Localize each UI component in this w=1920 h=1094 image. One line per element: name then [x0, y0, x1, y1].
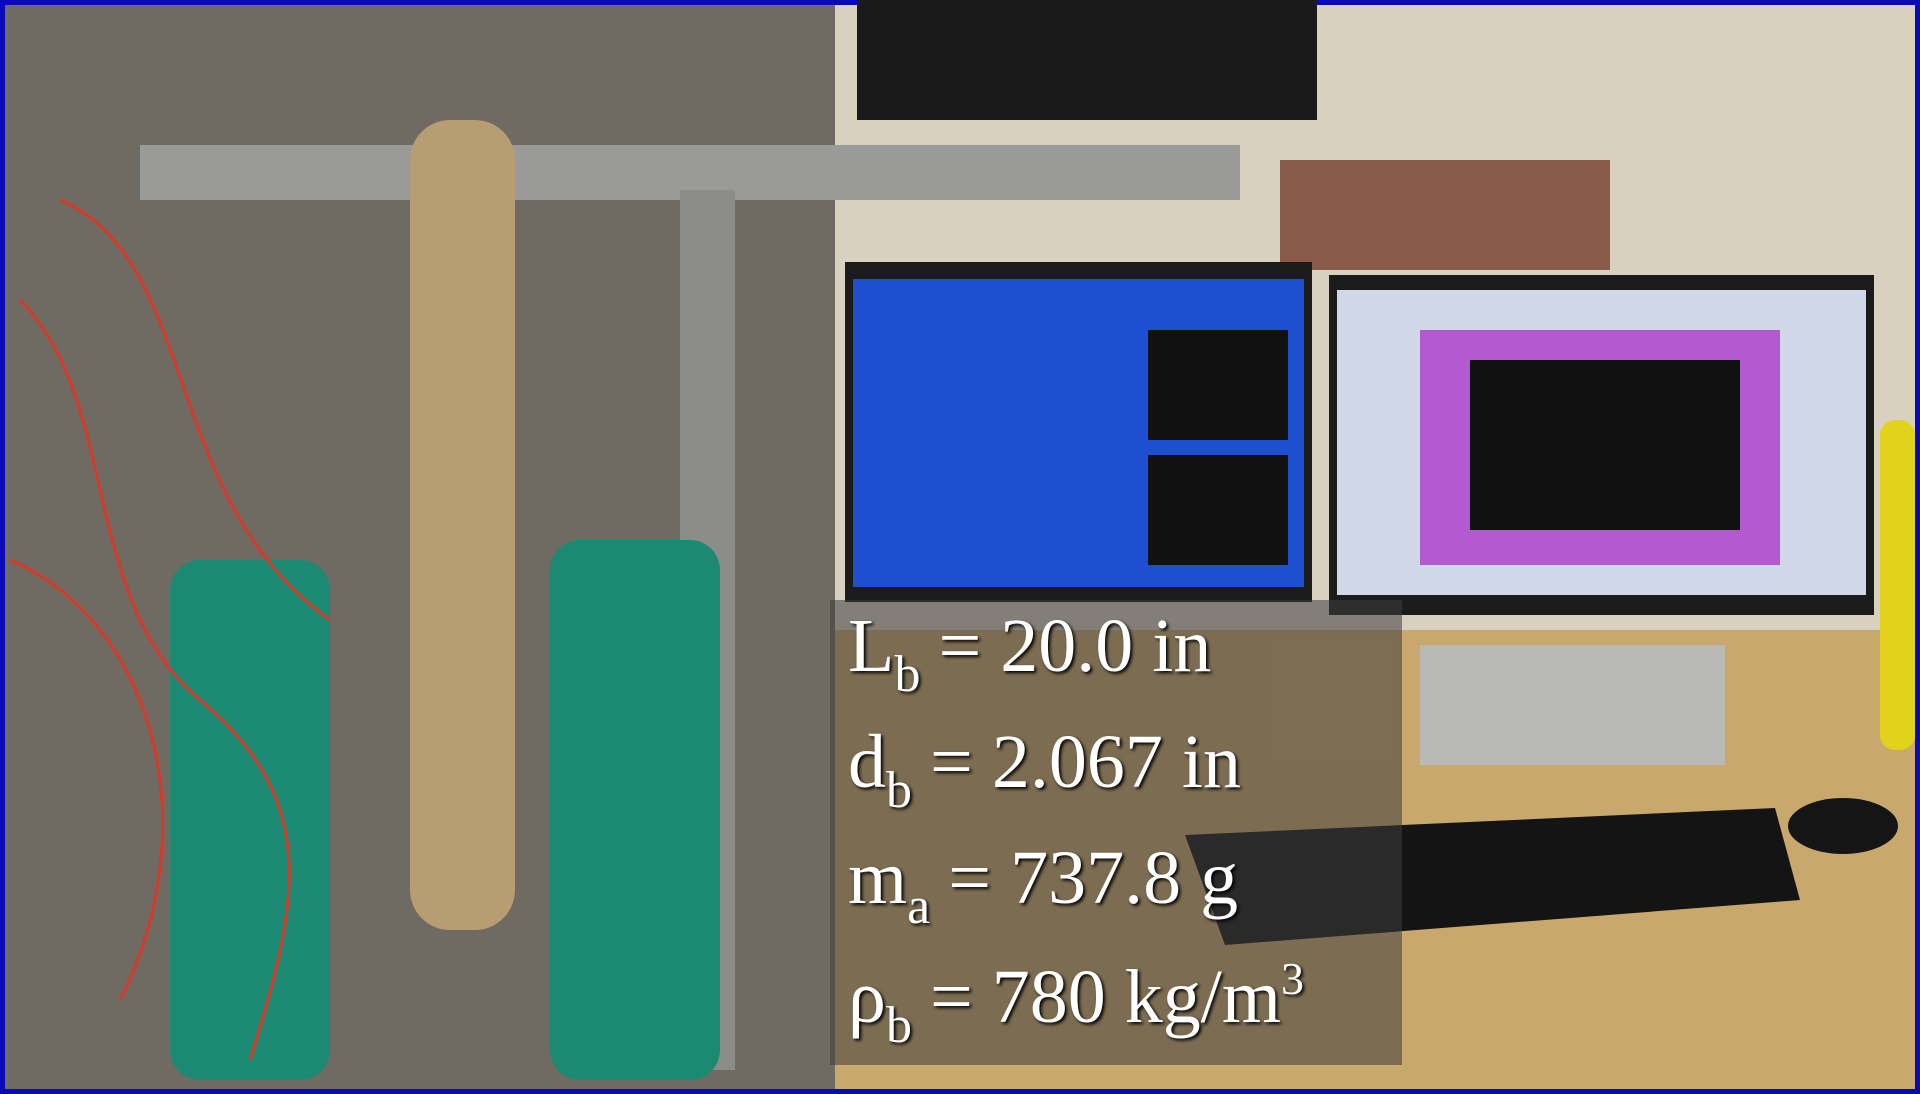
parameter-line: ma= 737.8 g: [848, 840, 1238, 933]
expression: = 737.8 g: [948, 836, 1238, 920]
monitor-stand: [1420, 645, 1725, 765]
symbol: d: [848, 720, 886, 804]
expression: = 780 kg/m: [930, 955, 1281, 1039]
expression: = 2.067 in: [930, 720, 1241, 804]
circuit-board: [1280, 160, 1610, 270]
symbol: m: [848, 836, 907, 920]
upper-monitor: [857, 0, 1317, 120]
plot-area: [1470, 360, 1740, 530]
yellow-cylinder: [1880, 420, 1915, 750]
plot-area: [1148, 330, 1288, 440]
subscript: b: [886, 762, 912, 819]
gas-cylinder: [170, 560, 330, 1080]
symbol: L: [848, 604, 894, 688]
subscript: b: [894, 646, 920, 703]
insulated-column: [410, 120, 515, 930]
subscript: a: [907, 878, 930, 935]
parameter-line: Lb= 20.0 in: [848, 608, 1211, 701]
plot-area: [1148, 455, 1288, 565]
superscript: 3: [1281, 953, 1304, 1004]
page: Lb= 20.0 indb= 2.067 inma= 737.8 gρb= 78…: [0, 0, 1920, 1094]
symbol: ρ: [848, 955, 886, 1039]
parameter-line: db= 2.067 in: [848, 724, 1241, 817]
subscript: b: [886, 997, 912, 1054]
parameter-line: ρb = 780 kg/m3: [848, 956, 1304, 1052]
expression: = 20.0 in: [938, 604, 1211, 688]
gas-cylinder: [550, 540, 720, 1080]
mouse: [1788, 798, 1898, 854]
